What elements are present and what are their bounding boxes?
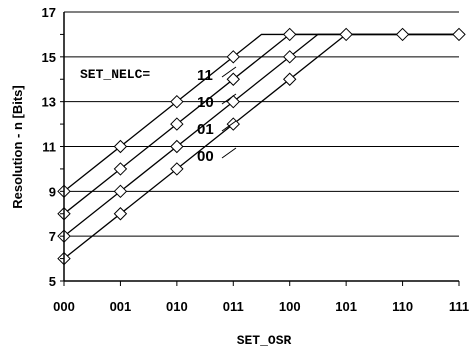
y-tick-11: 11 (42, 140, 56, 155)
series-label-10: 10 (197, 94, 214, 111)
marker-010-13 (170, 94, 184, 109)
leader-10 (221, 93, 237, 105)
series-annotations: SET_NELC= 11 10 01 00 (80, 66, 237, 165)
x-tick-101: 101 (335, 299, 357, 314)
legend-title: SET_NELC= (80, 67, 150, 82)
annotation-leaders (221, 66, 237, 159)
y-tick-15: 15 (42, 50, 56, 65)
x-axis-label: SET_OSR (237, 333, 292, 348)
y-tick-9: 9 (49, 184, 56, 199)
x-tick-001: 001 (110, 299, 132, 314)
marker-010-12 (170, 117, 184, 131)
marker-010-11 (170, 139, 184, 154)
x-tick-100: 100 (279, 299, 301, 314)
series-label-11: 11 (197, 67, 213, 84)
marker-111-16 (452, 27, 466, 42)
marker-110-16 (395, 27, 410, 42)
marker-100-14 (283, 72, 297, 86)
y-tick-13: 13 (42, 95, 56, 110)
marker-001-8 (113, 207, 128, 221)
leader-01 (221, 120, 237, 132)
grid-lines (64, 11, 459, 237)
x-tick-110: 110 (392, 299, 413, 314)
y-tick-5: 5 (49, 274, 56, 289)
x-tick-000: 000 (53, 299, 75, 314)
series-label-00: 00 (197, 148, 214, 165)
marker-011-15 (226, 50, 240, 64)
y-axis-label: Resolution - n [Bits] (10, 85, 25, 209)
y-tick-17: 17 (42, 5, 56, 20)
x-tick-010: 010 (166, 299, 188, 314)
leader-00 (221, 147, 237, 159)
marker-011-14 (226, 72, 240, 86)
x-tick-labels: 000 001 010 011 100 101 110 111 (53, 281, 469, 314)
data-markers (57, 27, 466, 266)
marker-010-10 (170, 162, 184, 176)
marker-001-10 (113, 162, 128, 176)
y-tick-labels: 5 7 9 11 13 15 17 (42, 5, 64, 289)
y-tick-7: 7 (49, 229, 56, 244)
marker-011-13 (226, 94, 240, 109)
marker-101-16 (339, 27, 353, 42)
marker-001-9 (113, 184, 128, 199)
marker-100-15 (283, 50, 297, 64)
marker-001-11 (113, 139, 128, 154)
x-tick-111: 111 (449, 299, 469, 314)
marker-011-12 (226, 117, 240, 131)
leader-11 (221, 66, 237, 78)
x-tick-011: 011 (223, 299, 244, 314)
marker-100-16 (283, 27, 297, 42)
series-label-01: 01 (197, 121, 214, 138)
